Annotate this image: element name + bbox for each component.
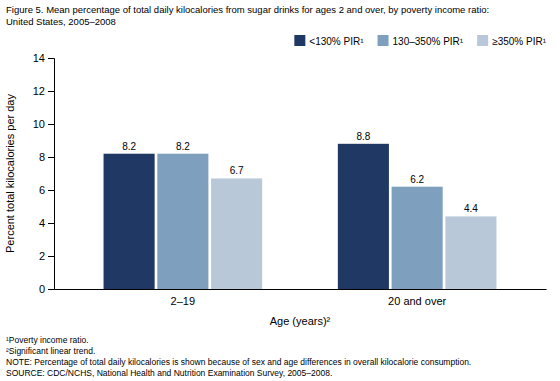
y-tick-label: 14 <box>33 52 45 64</box>
legend-label: <130% PIR¹ <box>309 36 364 47</box>
y-tick-mark <box>48 190 54 191</box>
y-tick-mark <box>48 223 54 224</box>
x-axis-title: Age (years)² <box>270 315 331 327</box>
legend-label: ≥350% PIR¹ <box>492 36 547 47</box>
footnote: SOURCE: CDC/NCHS, National Health and Nu… <box>6 368 332 378</box>
legend-swatch <box>477 35 488 46</box>
y-tick-mark <box>48 124 54 125</box>
y-tick: 10 <box>33 118 54 130</box>
x-axis-line <box>55 289 547 290</box>
y-tick: 2 <box>39 250 54 262</box>
bars <box>104 144 497 289</box>
y-tick: 12 <box>33 85 54 97</box>
bar <box>392 187 443 289</box>
legend-label: 130–350% PIR¹ <box>393 36 464 47</box>
y-tick-mark <box>48 58 54 59</box>
y-tick-label: 12 <box>33 85 45 97</box>
y-tick-label: 8 <box>39 151 45 163</box>
x-tick-label: 2–19 <box>171 295 195 307</box>
y-tick: 14 <box>33 52 54 64</box>
title: Figure 5. Mean percentage of total daily… <box>6 4 489 15</box>
y-tick-mark <box>48 91 54 92</box>
y-axis-line <box>48 59 55 290</box>
legend-swatch <box>294 35 305 46</box>
data-label: 8.2 <box>122 141 136 152</box>
x-axis: 2–19 20 and over <box>55 290 547 307</box>
legend: <130% PIR¹ 130–350% PIR¹ ≥350% PIR¹ <box>294 35 546 47</box>
footnote: ²Significant linear trend. <box>6 346 95 356</box>
data-label: 6.2 <box>410 174 424 185</box>
bar <box>445 216 496 289</box>
legend-item: ≥350% PIR¹ <box>477 35 547 47</box>
bar <box>211 178 262 289</box>
y-tick: 4 <box>39 217 54 229</box>
y-tick-mark <box>48 157 54 158</box>
data-label: 8.8 <box>356 131 370 142</box>
x-tick: 20 and over <box>388 295 446 307</box>
y-axis-title: Percent total kilocalories per day <box>4 94 16 253</box>
bar <box>157 154 208 289</box>
x-tick-label: 20 and over <box>388 295 446 307</box>
x-tick: 2–19 <box>171 295 195 307</box>
y-tick: 0 <box>39 283 54 295</box>
y-tick: 6 <box>39 184 54 196</box>
y-tick-label: 10 <box>33 118 45 130</box>
y-tick: 8 <box>39 151 54 163</box>
legend-item: <130% PIR¹ <box>294 35 364 47</box>
data-labels: 8.2 8.8 8.2 6.2 6.7 4.4 <box>122 131 478 215</box>
y-tick-label: 6 <box>39 184 45 196</box>
y-tick-label: 2 <box>39 250 45 262</box>
data-label: 4.4 <box>464 203 478 214</box>
data-label: 6.7 <box>230 165 244 176</box>
footnote: ¹Poverty income ratio. <box>6 335 89 345</box>
footnote: NOTE: Percentage of total daily kilocalo… <box>6 357 471 367</box>
subtitle: United States, 2005–2008 <box>6 16 116 27</box>
chart: Figure 5. Mean percentage of total daily… <box>0 0 560 381</box>
y-tick-mark <box>48 289 54 290</box>
y-axis: 0 2 4 6 8 10 12 14 <box>33 52 55 295</box>
y-tick-mark <box>48 256 54 257</box>
y-tick-label: 4 <box>39 217 45 229</box>
data-label: 8.2 <box>176 141 190 152</box>
legend-swatch <box>378 35 389 46</box>
plot: 0 2 4 6 8 10 12 14 2–19 20 and over 8.2 8.8 8.2 6.2 6.… <box>33 52 547 307</box>
legend-item: 130–350% PIR¹ <box>378 35 464 47</box>
y-tick-label: 0 <box>39 283 45 295</box>
bar <box>104 154 155 289</box>
bar <box>338 144 389 289</box>
